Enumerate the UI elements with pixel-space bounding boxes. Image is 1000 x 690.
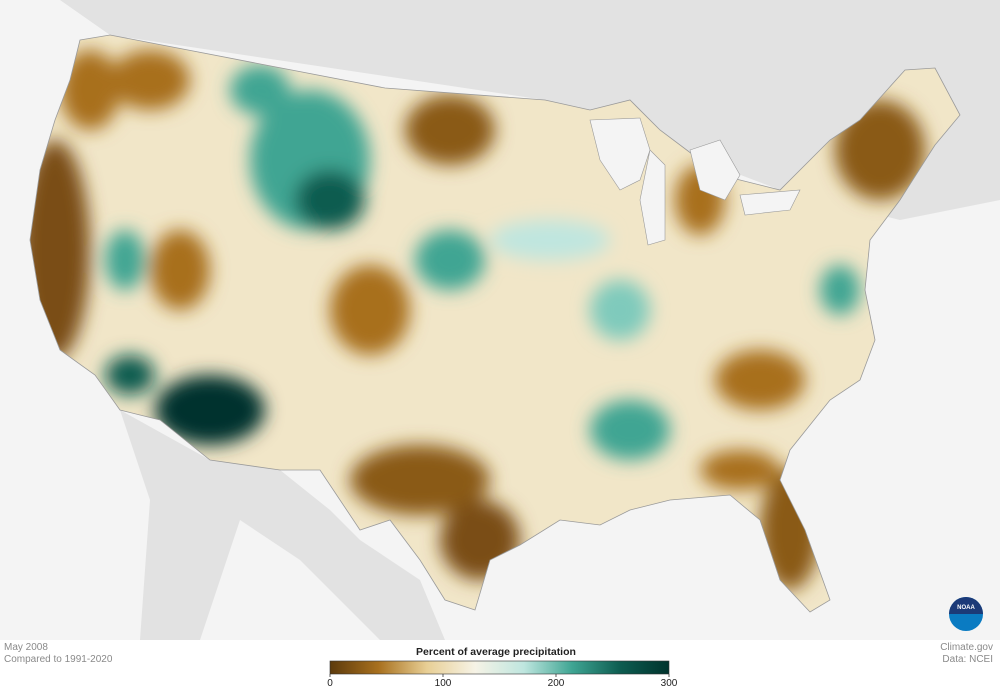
- logo-text: NOAA: [957, 605, 975, 611]
- legend-tick-label: 100: [435, 678, 452, 689]
- great-lakes: [589, 117, 801, 246]
- legend-title: Percent of average precipitation: [416, 646, 576, 658]
- credit-site: Climate.gov: [940, 642, 993, 653]
- legend: 0 100 200 300: [327, 660, 678, 689]
- map-baseline: Compared to 1991-2020: [4, 654, 113, 665]
- legend-tick-label: 300: [661, 678, 678, 689]
- legend-tick-label: 0: [327, 678, 333, 689]
- map-date: May 2008: [4, 642, 48, 653]
- credit-source: Data: NCEI: [942, 654, 993, 665]
- legend-tick-label: 200: [548, 678, 565, 689]
- mexico: [120, 410, 445, 640]
- color-bar: [329, 660, 670, 675]
- canada: [0, 0, 1000, 220]
